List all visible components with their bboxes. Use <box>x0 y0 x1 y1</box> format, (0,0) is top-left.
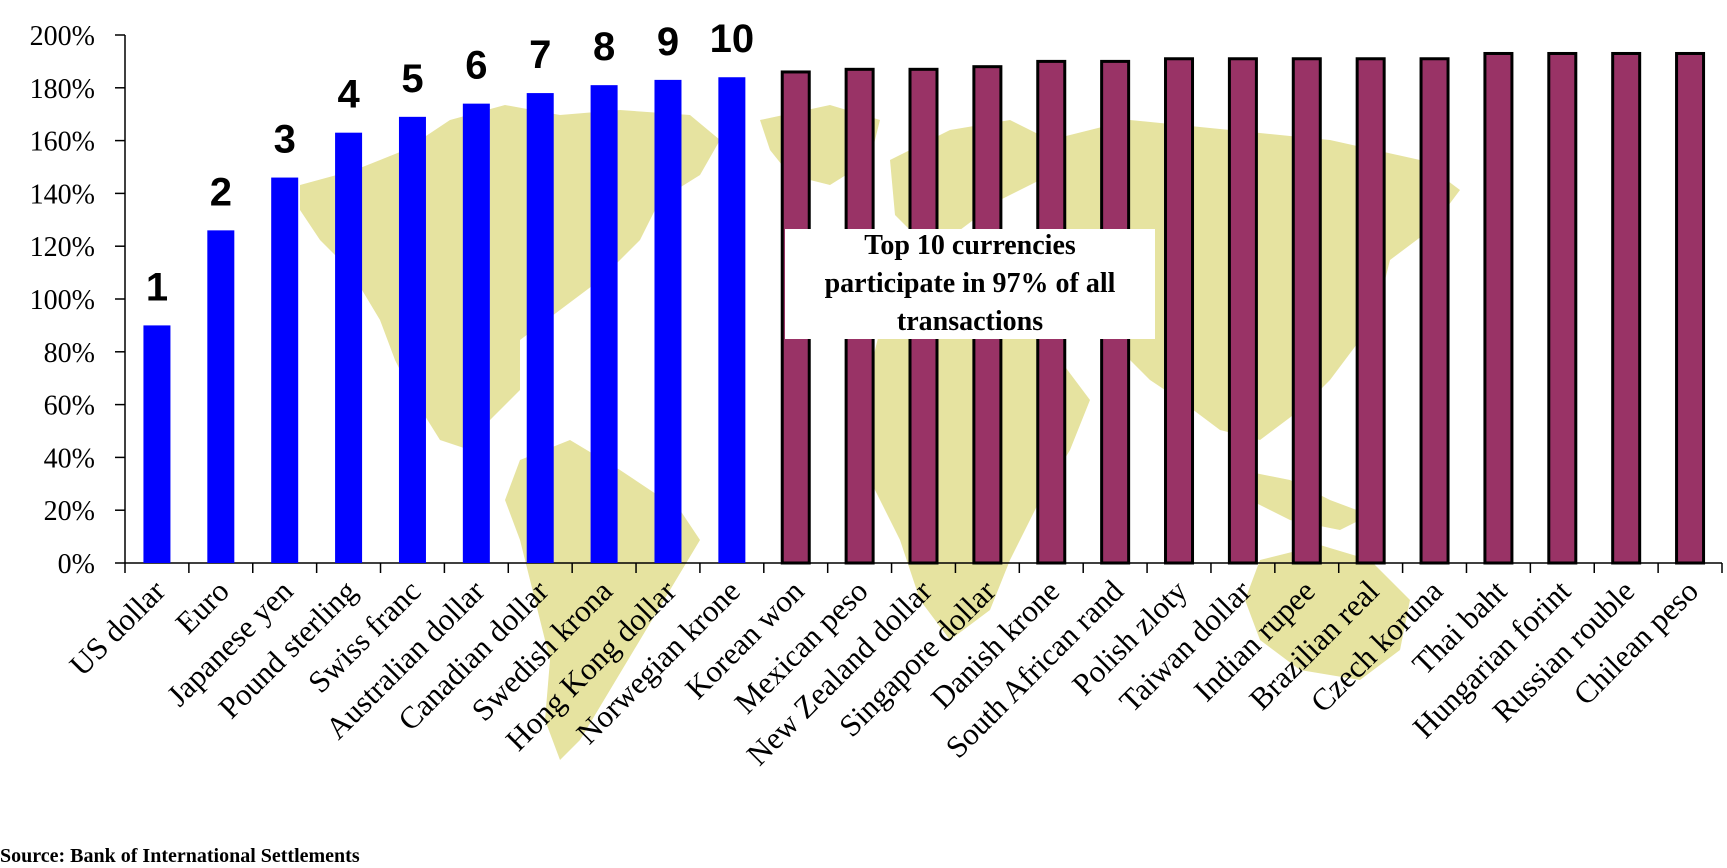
rank-label: 3 <box>274 118 296 162</box>
y-tick-label: 60% <box>44 391 95 422</box>
y-tick-label: 40% <box>44 443 95 474</box>
rank-label: 2 <box>210 170 232 214</box>
bar-norwegian-krone <box>718 77 746 564</box>
bar-australian-dollar <box>462 103 490 563</box>
y-tick-label: 0% <box>58 549 95 580</box>
bar-swedish-krona <box>590 85 618 563</box>
bar-indian-rupee <box>1291 57 1322 565</box>
rank-label: 7 <box>529 33 551 77</box>
rank-label: 1 <box>146 265 168 309</box>
rank-label: 6 <box>465 44 487 88</box>
bar-polish-zloty <box>1164 57 1195 565</box>
bar-us-dollar <box>143 325 171 563</box>
bar-thai-baht <box>1483 51 1514 565</box>
rank-label: 8 <box>593 25 615 69</box>
bar-czech-koruna <box>1419 57 1450 565</box>
bar-euro <box>207 230 235 564</box>
y-tick-label: 120% <box>30 232 95 263</box>
annotation-box: Top 10 currencies participate in 97% of … <box>785 229 1155 339</box>
y-tick-label: 180% <box>30 74 95 105</box>
rank-label: 5 <box>401 57 423 101</box>
y-tick-label: 140% <box>30 179 95 210</box>
y-tick-label: 100% <box>30 285 95 316</box>
y-tick-label: 160% <box>30 127 95 158</box>
rank-label: 9 <box>657 20 679 64</box>
source-note: Source: Bank of International Settlement… <box>0 845 360 867</box>
bar-brazilian-real <box>1355 57 1386 565</box>
bar-russian-rouble <box>1611 51 1642 565</box>
bar-pound-sterling <box>335 132 363 563</box>
bar-hong-kong-dollar <box>654 79 682 563</box>
y-tick-label: 80% <box>44 338 95 369</box>
category-label: US dollar <box>63 573 173 683</box>
y-tick-label: 200% <box>30 21 95 52</box>
y-tick-label: 20% <box>44 496 95 527</box>
rank-label: 4 <box>337 73 360 117</box>
bar-swiss-franc <box>398 116 426 563</box>
bar-japanese-yen <box>271 177 299 563</box>
bar-hungarian-forint <box>1547 51 1578 565</box>
bar-canadian-dollar <box>526 93 554 563</box>
rank-label: 10 <box>710 17 755 61</box>
bar-chilean-peso <box>1675 51 1706 565</box>
bar-taiwan-dollar <box>1227 57 1258 565</box>
